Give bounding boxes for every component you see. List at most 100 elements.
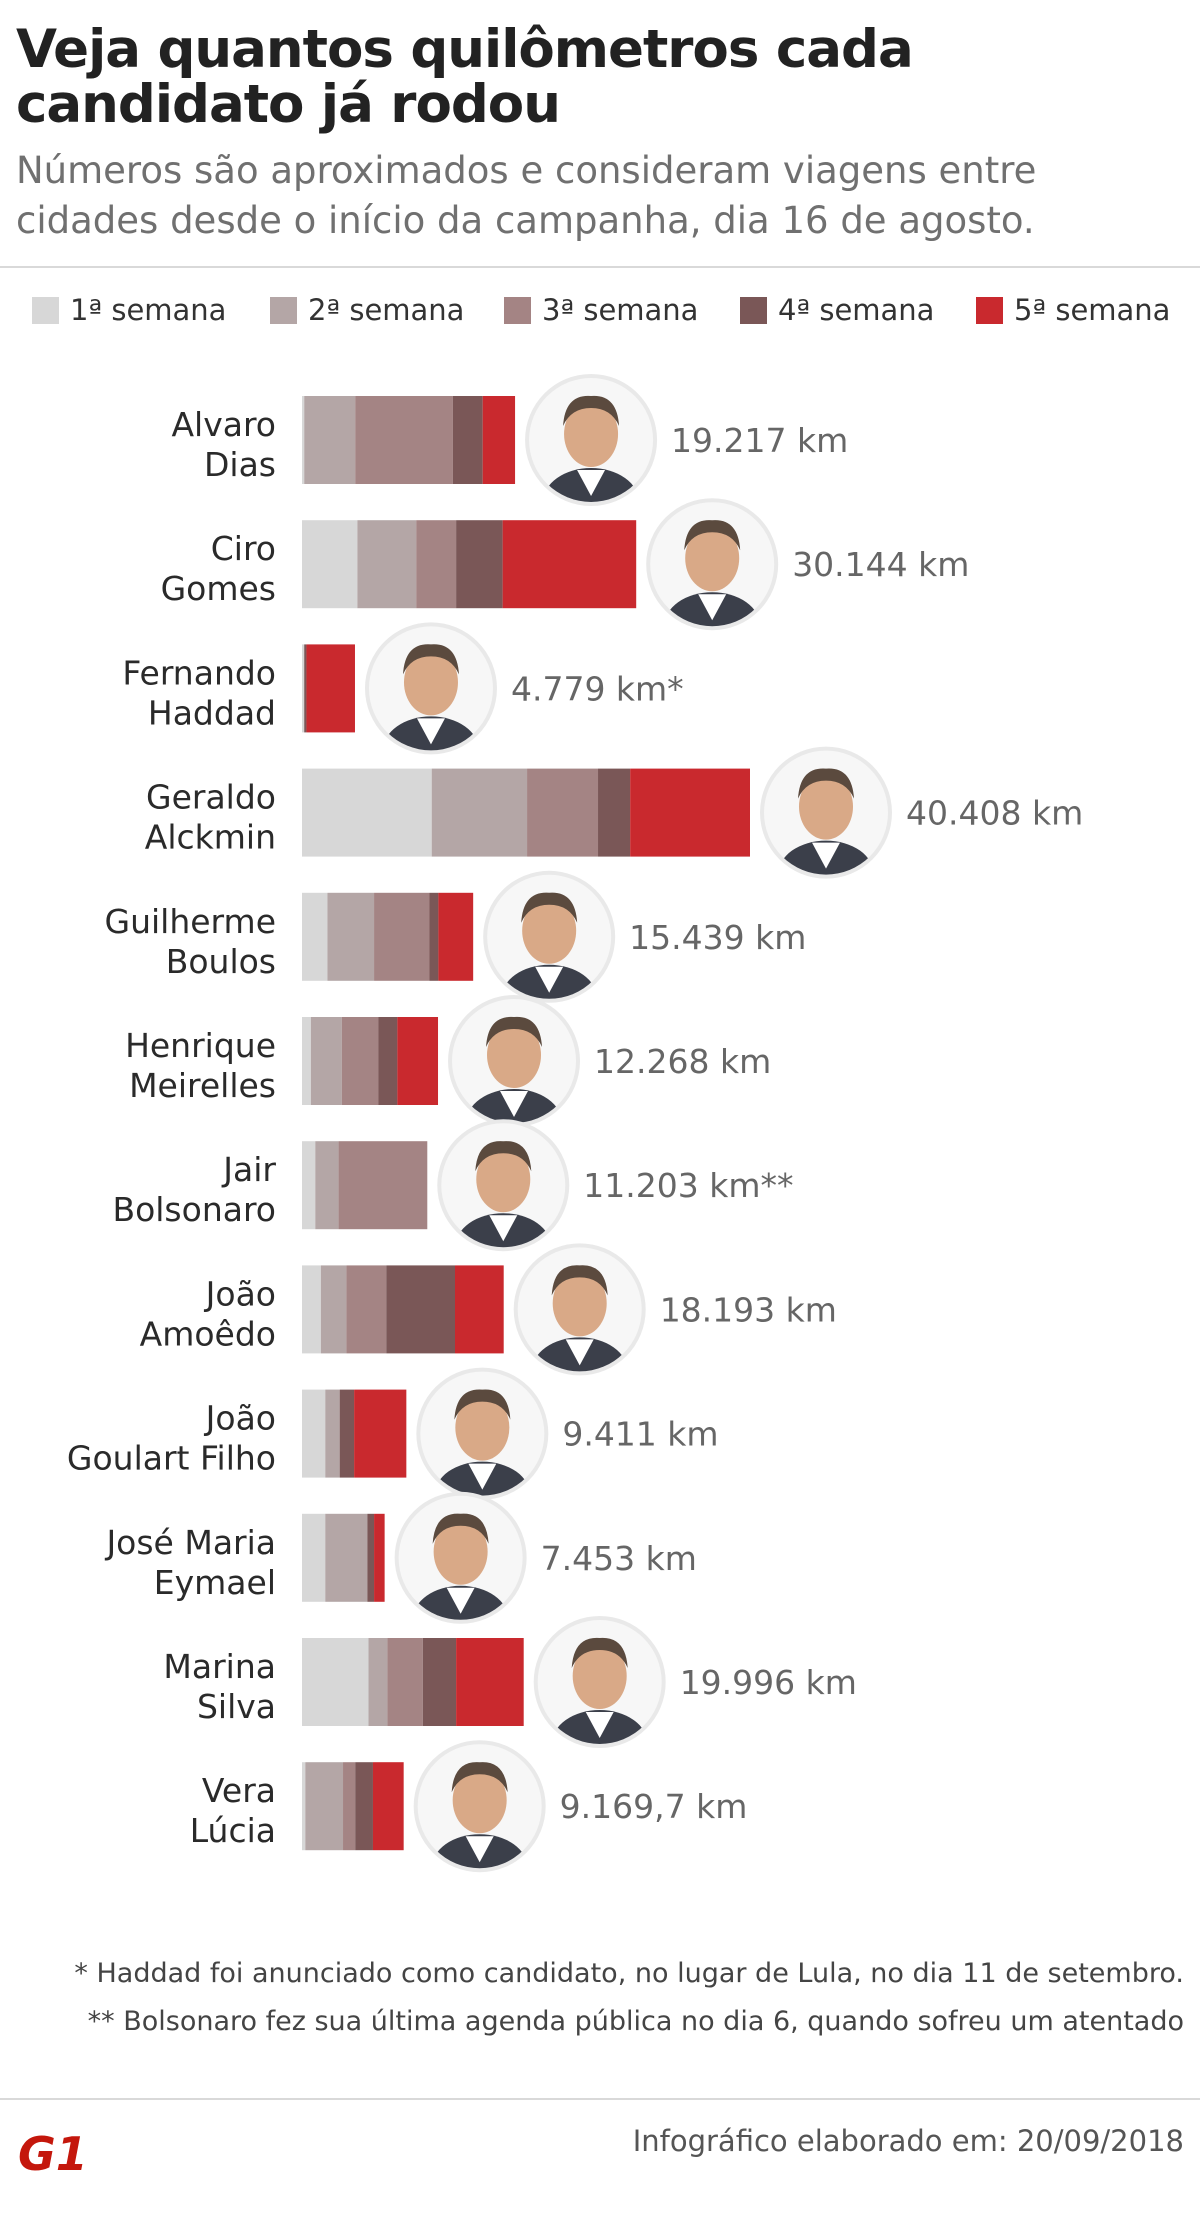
legend-swatch-week1 xyxy=(32,296,59,324)
category-label-ciro-gomes-line1: Ciro xyxy=(211,529,276,568)
value-label-alvaro-dias: 19.217 km xyxy=(671,421,848,460)
hair-jose-maria-eymael xyxy=(432,1513,489,1544)
bar-segment-jose-maria-eymael-week4 xyxy=(367,1513,375,1602)
legend-swatch-week4 xyxy=(740,296,767,324)
shoulders-vera-lucia xyxy=(431,1834,528,1869)
category-label-jair-bolsonaro-line2: Bolsonaro xyxy=(112,1190,276,1229)
bar-segment-vera-lucia-week1 xyxy=(302,1762,306,1851)
g1-logo: G1 xyxy=(18,2128,88,2176)
hair-vera-lucia xyxy=(451,1762,508,1793)
hair-joao-goulart-filho xyxy=(454,1389,511,1420)
face-jose-maria-eymael xyxy=(433,1518,488,1585)
candidate-photo-henrique-meirelles xyxy=(448,995,581,1127)
collar-henrique-meirelles xyxy=(500,1091,529,1117)
value-label-fernando-haddad: 4.779 km* xyxy=(511,669,684,708)
legend-swatch-week3 xyxy=(504,296,531,324)
bar-segment-alvaro-dias-week3 xyxy=(355,396,453,484)
face-vera-lucia xyxy=(452,1767,507,1834)
category-label-jair-bolsonaro-line1: Jair xyxy=(221,1150,276,1189)
candidate-photo-fernando-haddad xyxy=(364,622,497,755)
bar-segment-guilherme-boulos-week3 xyxy=(374,892,430,981)
legend-item-week1: 1ª semana xyxy=(32,290,226,330)
bar-segment-geraldo-alckmin-week3 xyxy=(527,768,599,857)
person-icon-henrique-meirelles xyxy=(466,1016,563,1123)
bar-segment-guilherme-boulos-week5 xyxy=(438,892,474,981)
bar-segment-geraldo-alckmin-week2 xyxy=(431,768,528,857)
hair-geraldo-alckmin xyxy=(798,768,854,799)
value-label-vera-lucia: 9.169,7 km xyxy=(560,1787,748,1826)
bar-segment-fernando-haddad-week4 xyxy=(304,644,307,733)
bar-segment-ciro-gomes-week4 xyxy=(456,520,503,609)
legend-item-week3: 3ª semana xyxy=(504,290,698,330)
value-label-joao-amoedo: 18.193 km xyxy=(660,1290,837,1329)
value-label-jose-maria-eymael: 7.453 km xyxy=(541,1539,697,1578)
category-label-alvaro-dias-line2: Dias xyxy=(204,445,276,484)
value-label-joao-goulart-filho: 9.411 km xyxy=(562,1415,718,1454)
bar-segment-jose-maria-eymael-week2 xyxy=(325,1513,368,1602)
value-label-geraldo-alckmin: 40.408 km xyxy=(906,794,1083,833)
bar-segment-geraldo-alckmin-week5 xyxy=(630,768,750,857)
shoulders-guilherme-boulos xyxy=(501,964,598,999)
face-geraldo-alckmin xyxy=(799,773,853,840)
category-label-fernando-haddad-line1: Fernando xyxy=(122,653,276,692)
bar-segment-vera-lucia-week2 xyxy=(305,1762,344,1851)
category-label-vera-lucia-line2: Lúcia xyxy=(190,1811,276,1850)
legend-item-week2: 2ª semana xyxy=(270,290,464,330)
category-label-jose-maria-eymael-line1: José Maria xyxy=(104,1523,276,1562)
category-label-geraldo-alckmin-line1: Geraldo xyxy=(146,778,276,817)
legend-item-week4: 4ª semana xyxy=(740,290,934,330)
category-label-jose-maria-eymael-line2: Eymael xyxy=(154,1563,276,1602)
category-label-fernando-haddad-line2: Haddad xyxy=(148,693,276,732)
bar-segment-joao-amoedo-week1 xyxy=(302,1265,321,1354)
shoulders-jair-bolsonaro xyxy=(455,1213,552,1248)
shoulders-geraldo-alckmin xyxy=(778,840,874,875)
value-label-guilherme-boulos: 15.439 km xyxy=(629,918,806,957)
value-label-jair-bolsonaro: 11.203 km** xyxy=(583,1166,793,1205)
bar-segment-ciro-gomes-week2 xyxy=(357,520,417,609)
divider-top xyxy=(0,266,1200,268)
bar-segment-joao-amoedo-week3 xyxy=(346,1265,387,1354)
bar-segment-joao-goulart-filho-week4 xyxy=(339,1389,355,1478)
bar-segment-joao-amoedo-week5 xyxy=(455,1265,504,1354)
category-label-joao-goulart-filho-line2: Goulart Filho xyxy=(67,1439,276,1478)
collar-vera-lucia xyxy=(465,1836,494,1863)
bar-segment-fernando-haddad-week1 xyxy=(302,644,305,733)
bar-segment-alvaro-dias-week5 xyxy=(482,396,516,484)
shoulders-jose-maria-eymael xyxy=(412,1585,509,1620)
shoulders-joao-amoedo xyxy=(531,1337,628,1372)
bar-segment-henrique-meirelles-week4 xyxy=(378,1017,398,1105)
value-label-ciro-gomes: 30.144 km xyxy=(792,545,969,584)
face-jair-bolsonaro xyxy=(476,1146,531,1213)
page-title: Veja quantos quilômetros cada candidato … xyxy=(16,22,1186,132)
bar-segment-marina-silva-week1 xyxy=(302,1638,369,1726)
bar-segment-henrique-meirelles-week2 xyxy=(310,1017,342,1105)
value-label-marina-silva: 19.996 km xyxy=(680,1663,857,1702)
legend-label-week1: 1ª semana xyxy=(70,293,227,327)
shoulders-alvaro-dias xyxy=(543,468,640,502)
category-label-joao-goulart-filho-line1: João xyxy=(204,1399,276,1438)
collar-joao-amoedo xyxy=(565,1339,594,1366)
collar-geraldo-alckmin xyxy=(812,842,840,869)
collar-joao-goulart-filho xyxy=(468,1463,497,1490)
shoulders-henrique-meirelles xyxy=(466,1089,563,1123)
bar-segment-marina-silva-week3 xyxy=(387,1638,423,1726)
bar-segment-jose-maria-eymael-week1 xyxy=(302,1513,326,1602)
face-joao-goulart-filho xyxy=(455,1394,510,1461)
person-icon-fernando-haddad xyxy=(382,644,479,751)
value-label-henrique-meirelles: 12.268 km xyxy=(594,1042,771,1081)
bar-segment-ciro-gomes-week1 xyxy=(302,520,358,609)
bar-segment-jair-bolsonaro-week3 xyxy=(338,1141,428,1230)
title-line-2: candidato já rodou xyxy=(16,74,561,135)
divider-bottom xyxy=(0,2098,1200,2100)
bar-segment-alvaro-dias-week4 xyxy=(452,396,483,484)
bar-segment-ciro-gomes-week5 xyxy=(502,520,637,609)
legend-swatch-week5 xyxy=(976,296,1003,324)
candidate-photo-marina-silva xyxy=(533,1616,666,1748)
subtitle-line-2: cidades desde o início da campanha, dia … xyxy=(16,199,1035,242)
person-icon-jose-maria-eymael xyxy=(412,1513,509,1620)
